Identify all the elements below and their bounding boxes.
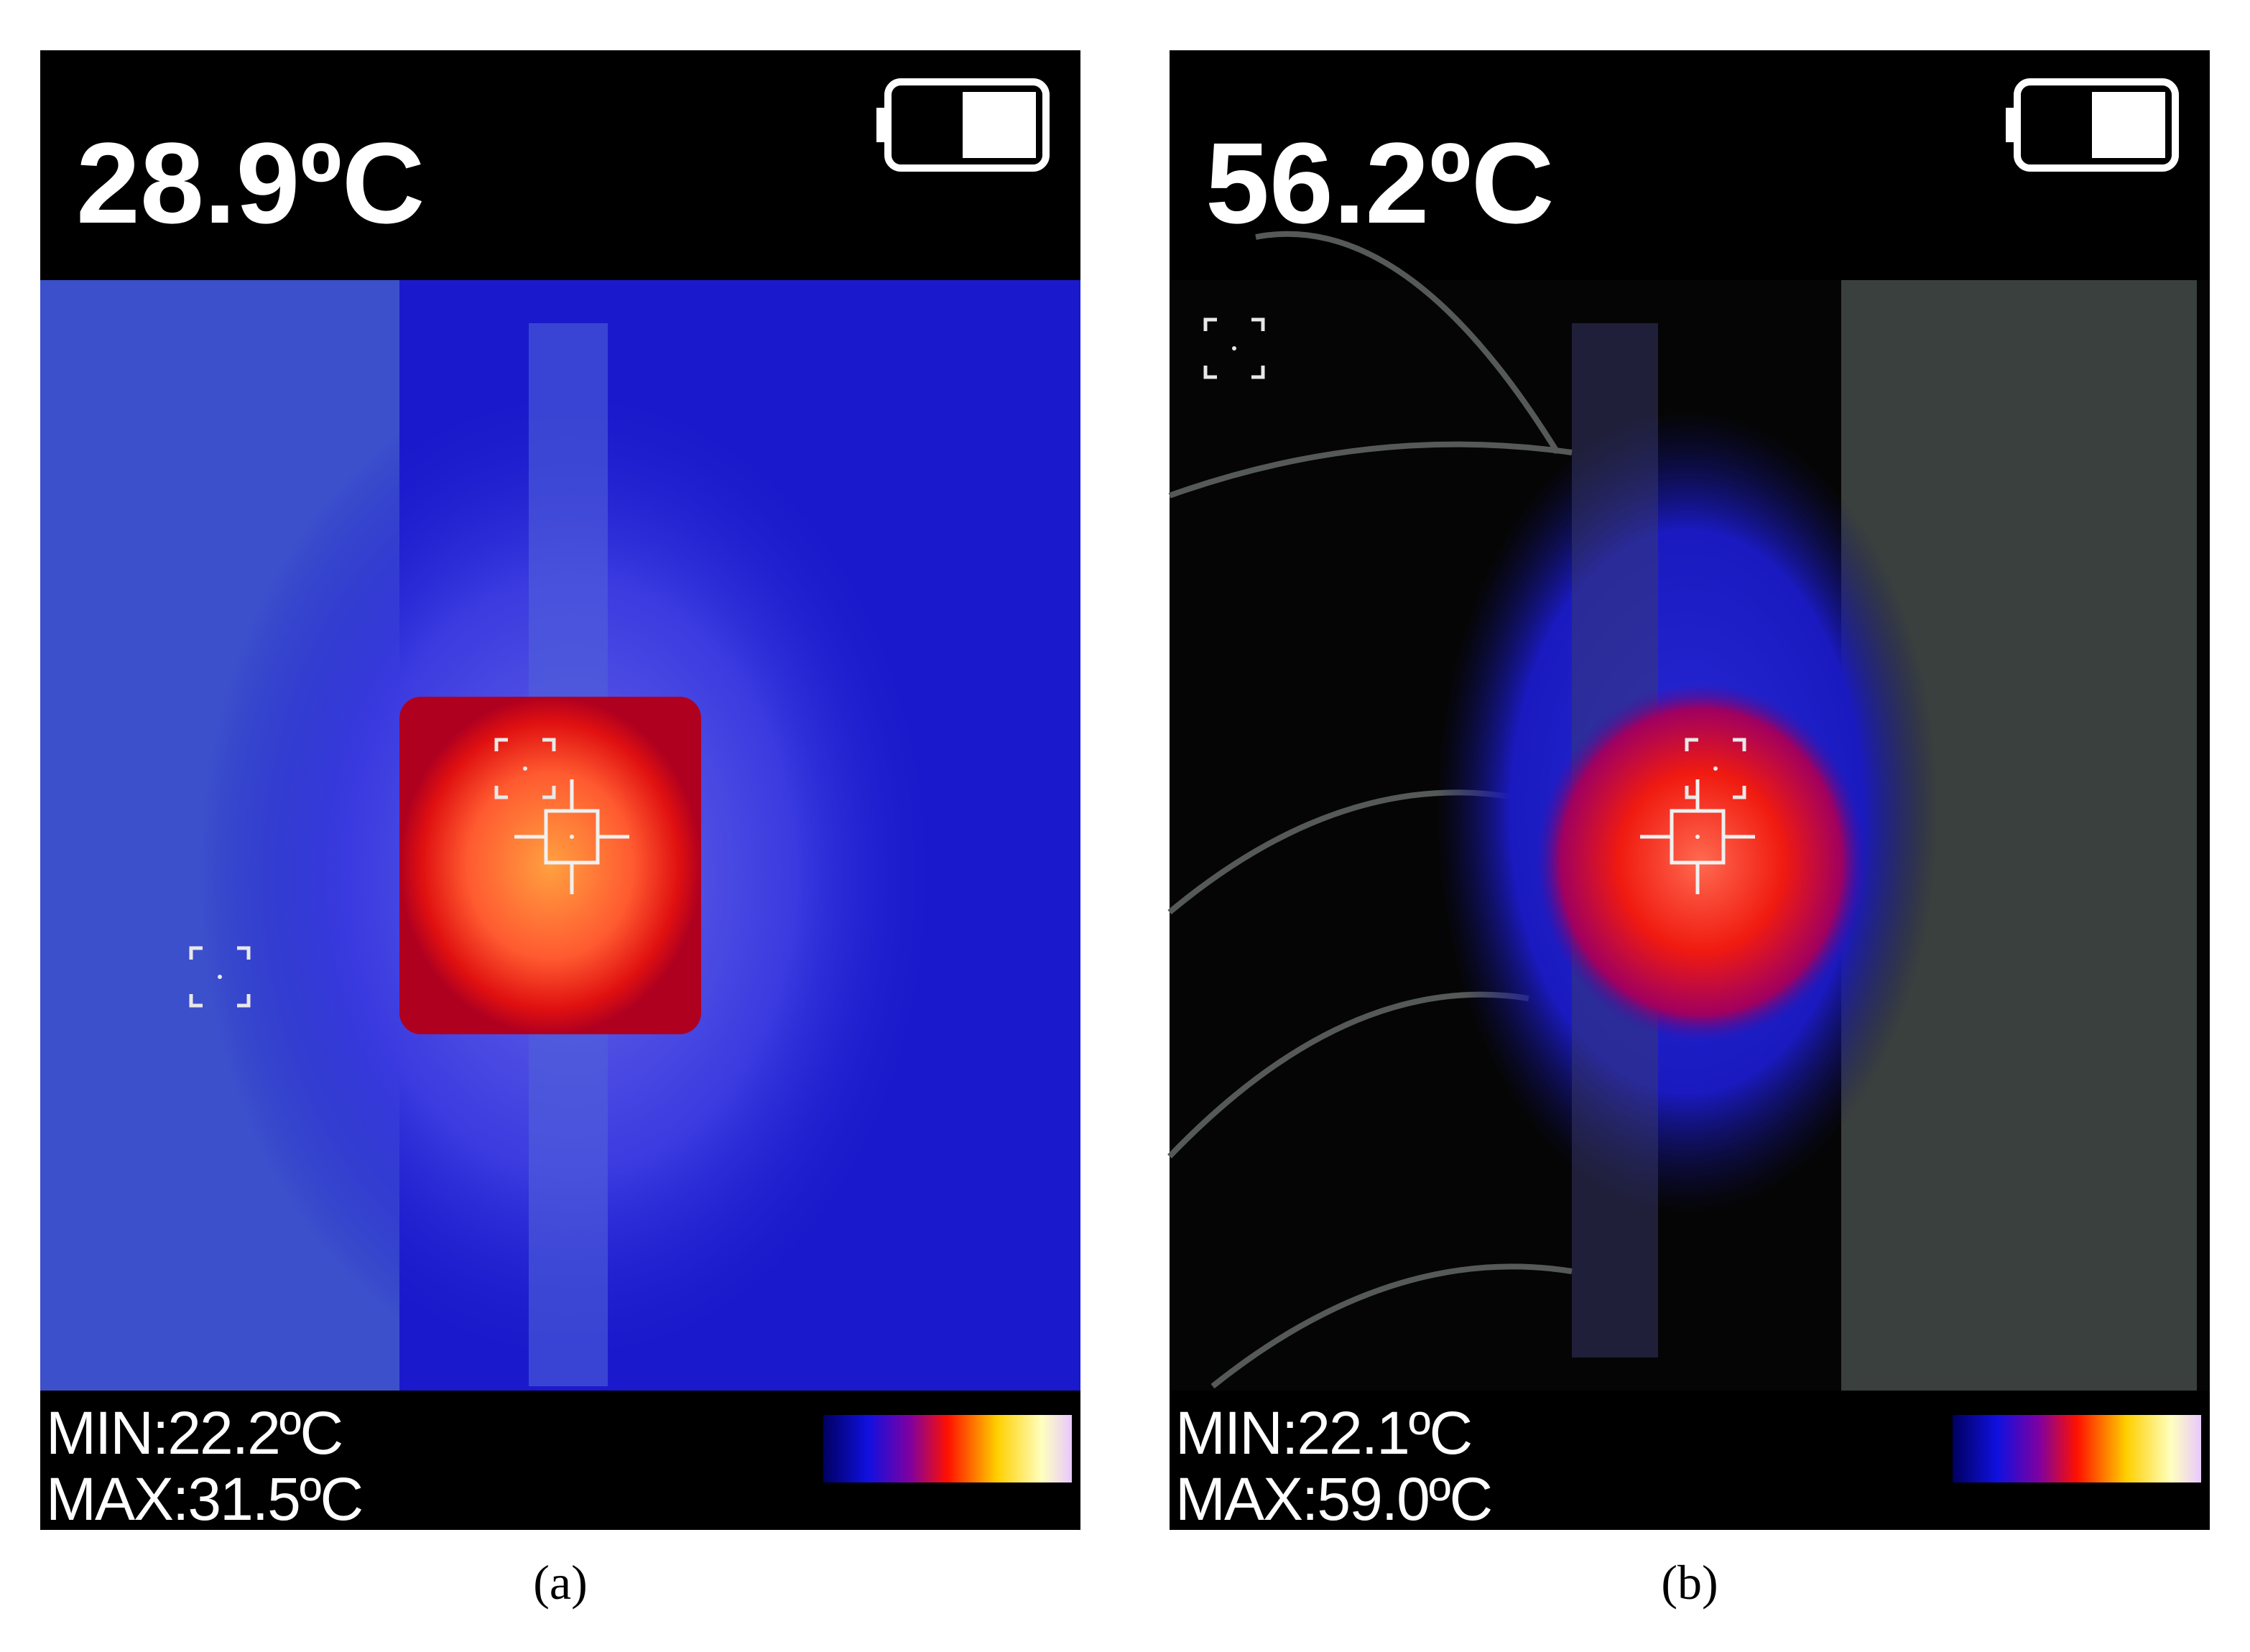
battery-body [2014,78,2179,172]
caption: (b) [1661,1555,1718,1610]
spot-marker [1203,317,1265,379]
crosshair-dot [1695,835,1700,839]
battery-tip [2006,108,2016,142]
spot-marker [189,946,251,1008]
max-temperature: MAX:59.0ºC [1175,1465,1491,1533]
spot-dot [523,766,527,771]
battery-tip [876,108,886,142]
wire [1168,441,1573,498]
center-temperature: 56.2ºC [1205,119,1554,247]
spot-dot [1232,346,1236,351]
spot-dot [218,975,222,979]
min-temperature: MIN:22.2ºC [46,1399,342,1467]
color-scale [1953,1415,2201,1482]
spot-marker [494,738,556,799]
max-temperature: MAX:31.5ºC [46,1465,362,1533]
hot-zone [399,697,701,1034]
battery-level [2092,92,2165,158]
battery-level [963,92,1036,158]
min-temperature: MIN:22.1ºC [1175,1399,1471,1467]
caption: (a) [533,1555,587,1610]
color-scale [823,1415,1072,1482]
spot-marker [1685,738,1746,799]
wire [1255,231,1560,455]
wire [1210,1263,1573,1389]
battery-body [884,78,1050,172]
spot-dot [1713,766,1718,771]
center-temperature: 28.9ºC [76,119,425,247]
crosshair-lines [514,779,629,894]
crosshair-dot [570,835,574,839]
crosshair-lines [1640,779,1755,894]
